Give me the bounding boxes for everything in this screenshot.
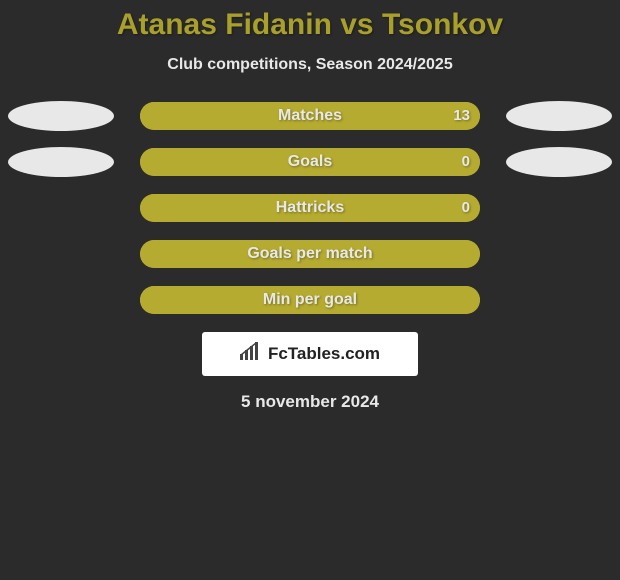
stat-bar-fill-right (140, 102, 480, 130)
brand-text: FcTables.com (268, 344, 380, 364)
player-left-marker (8, 147, 114, 177)
stat-bar-fill-right (140, 240, 480, 268)
brand-badge: FcTables.com (202, 332, 418, 376)
player-left-marker (8, 101, 114, 131)
page-subtitle: Club competitions, Season 2024/2025 (0, 56, 620, 74)
stat-row: Goals per match (0, 240, 620, 268)
stat-bar-track (140, 148, 480, 176)
footer-date: 5 november 2024 (0, 392, 620, 412)
page-title: Atanas Fidanin vs Tsonkov (0, 0, 620, 42)
stat-bar-fill-right (140, 148, 480, 176)
stat-bar-fill-right (140, 286, 480, 314)
stat-bar-track (140, 102, 480, 130)
stat-bar-fill-right (140, 194, 480, 222)
player-right-marker (506, 101, 612, 131)
stats-rows: Matches13 Goals0 Hattricks0 Goals per match… (0, 102, 620, 314)
stat-bar-track (140, 194, 480, 222)
stat-row: Hattricks0 (0, 194, 620, 222)
comparison-infographic: Atanas Fidanin vs Tsonkov Club competiti… (0, 0, 620, 580)
stat-row: Min per goal (0, 286, 620, 314)
stat-bar-track (140, 286, 480, 314)
player-right-marker (506, 147, 612, 177)
stat-row: Goals0 (0, 148, 620, 176)
stat-bar-track (140, 240, 480, 268)
brand-chart-icon (240, 342, 262, 367)
stat-row: Matches13 (0, 102, 620, 130)
